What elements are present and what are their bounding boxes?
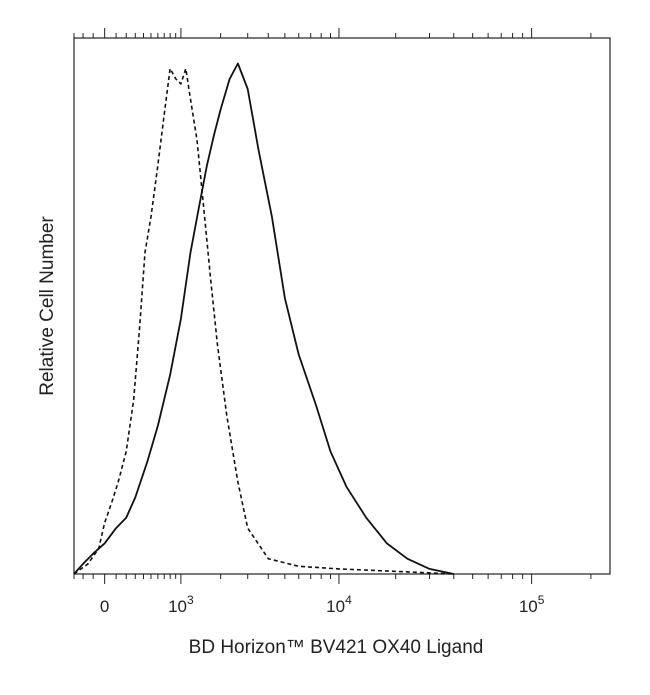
x-axis-ticks — [73, 28, 592, 584]
x-tick-label: 0 — [100, 597, 109, 616]
series-dashed-line — [73, 67, 454, 575]
series-layer — [73, 62, 454, 575]
series-solid-line — [73, 62, 454, 575]
y-axis-title: Relative Cell Number — [37, 216, 58, 396]
x-axis-title: BD Horizon™ BV421 OX40 Ligand — [189, 637, 484, 658]
x-tick-label: 104 — [326, 593, 352, 616]
x-tick-label: 103 — [168, 593, 194, 616]
x-tick-label: 105 — [519, 593, 545, 616]
plot-frame — [73, 37, 611, 575]
x-axis-tick-labels: 0 103 104 105 — [100, 593, 545, 616]
